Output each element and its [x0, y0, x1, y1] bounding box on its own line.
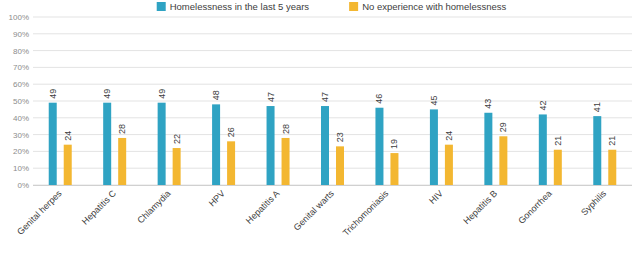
y-tick-label: 60% — [13, 80, 29, 89]
bar — [212, 104, 220, 185]
grid-line — [33, 84, 632, 85]
x-tick-label: Gonorrhea — [516, 188, 553, 225]
bar — [158, 103, 166, 185]
data-label: 42 — [538, 100, 548, 110]
x-tick-label: Genital warts — [292, 188, 337, 233]
legend: Homelessness in the last 5 years No exper… — [157, 1, 507, 12]
x-tick-label: Syphilis — [579, 188, 608, 217]
bar — [430, 109, 438, 185]
data-label: 21 — [607, 136, 617, 146]
y-tick-label: 30% — [13, 131, 29, 140]
data-label: 47 — [320, 92, 330, 102]
grid-line — [33, 50, 632, 51]
data-label: 41 — [592, 102, 602, 112]
grid-line — [33, 17, 632, 18]
data-label: 46 — [374, 94, 384, 104]
bar — [118, 138, 126, 185]
bar — [321, 106, 329, 185]
bar — [593, 116, 601, 185]
bar — [173, 148, 181, 185]
bars — [49, 103, 617, 185]
y-tick-label: 80% — [13, 47, 29, 56]
grid-line — [33, 33, 632, 34]
legend-label: Homelessness in the last 5 years — [170, 1, 310, 12]
data-label: 24 — [63, 131, 73, 141]
data-label: 49 — [102, 89, 112, 99]
y-tick-label: 100% — [9, 13, 29, 22]
bar — [554, 150, 562, 185]
bar — [64, 145, 72, 185]
x-tick-label: Genital herpes — [15, 188, 64, 237]
bar — [539, 114, 547, 185]
bar — [49, 103, 57, 185]
bar — [375, 108, 383, 185]
x-tick-label: Trichomoniasis — [341, 188, 391, 238]
y-tick-label: 10% — [13, 164, 29, 173]
y-tick-label: 20% — [13, 147, 29, 156]
data-label: 28 — [117, 124, 127, 134]
bar — [267, 106, 275, 185]
bar — [390, 153, 398, 185]
x-tick-label: Hepatitis C — [80, 188, 119, 227]
chart: 0%10%20%30%40%50%60%70%80%90%100%4949494… — [0, 0, 638, 258]
data-label: 48 — [211, 90, 221, 100]
data-label: 29 — [498, 122, 508, 132]
x-axis-line — [33, 185, 632, 186]
bar — [484, 113, 492, 185]
bar — [336, 146, 344, 185]
bar — [445, 145, 453, 185]
data-label: 43 — [483, 99, 493, 109]
legend-swatch — [157, 2, 166, 11]
x-tick-label: Chlamydia — [135, 188, 172, 225]
bar — [499, 136, 507, 185]
y-tick-label: 40% — [13, 114, 29, 123]
x-tick-label: HIV — [427, 188, 445, 206]
data-label: 24 — [444, 131, 454, 141]
data-label: 23 — [335, 132, 345, 142]
bar — [227, 141, 235, 185]
data-label: 19 — [389, 139, 399, 149]
bar — [282, 138, 290, 185]
data-label: 22 — [172, 134, 182, 144]
data-label: 45 — [429, 95, 439, 105]
x-tick-label: Hepatitis B — [461, 188, 499, 226]
data-label: 49 — [48, 89, 58, 99]
data-label: 49 — [157, 89, 167, 99]
data-labels: 49 49 49 48 47 47 46 45 43 42 41 24 28 22 26 28 23 19 24 29… — [48, 89, 618, 149]
page: {"chart_data": { "type": "bar", "categor… — [0, 0, 638, 258]
data-label: 28 — [281, 124, 291, 134]
data-label: 26 — [226, 127, 236, 137]
bar — [103, 103, 111, 185]
legend-swatch — [349, 2, 358, 11]
bar — [608, 150, 616, 185]
grid-line — [33, 67, 632, 68]
data-label: 47 — [266, 92, 276, 102]
y-tick-label: 0% — [17, 181, 29, 190]
y-tick-label: 50% — [13, 97, 29, 106]
x-tick-label: HPV — [207, 188, 227, 208]
y-tick-label: 90% — [13, 30, 29, 39]
data-label: 21 — [553, 136, 563, 146]
y-tick-label: 70% — [13, 63, 29, 72]
legend-label: No experience with homelessness — [362, 1, 506, 12]
x-tick-label: Hepatitis A — [244, 188, 281, 225]
